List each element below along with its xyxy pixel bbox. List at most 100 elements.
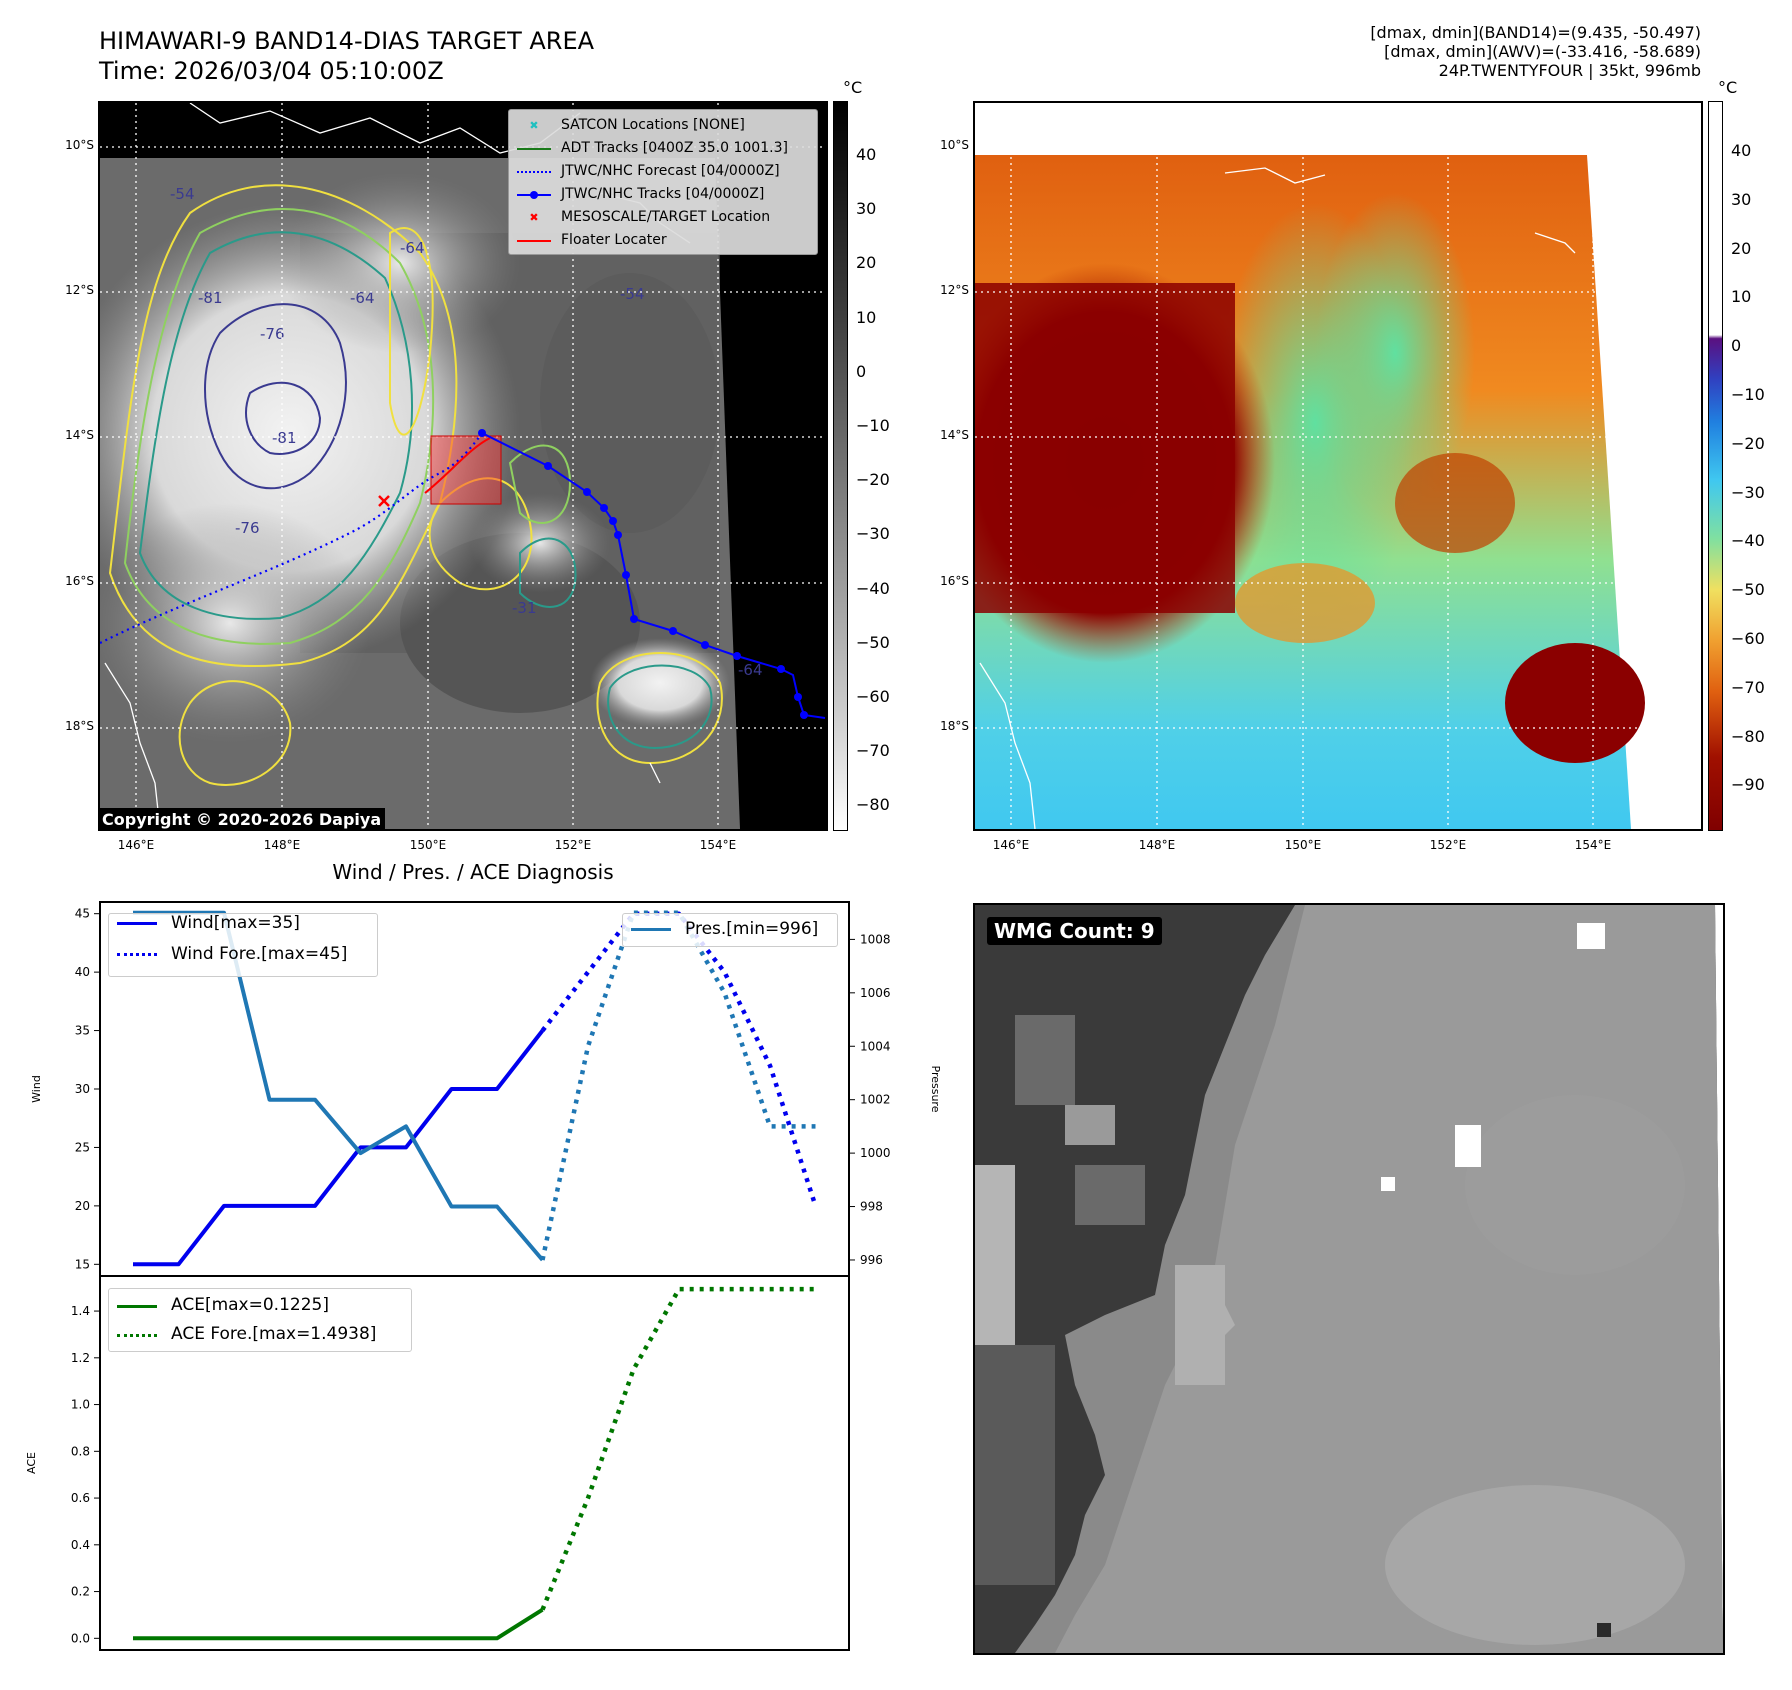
legend-wind: Wind[max=35] bbox=[171, 913, 300, 933]
pressure-tick-label: 1006 bbox=[860, 986, 891, 1000]
ace-tick-label: 1.2 bbox=[71, 1351, 90, 1365]
lat-tick-label: 16°S bbox=[65, 574, 94, 588]
colorbar-tick-label: −80 bbox=[1731, 726, 1765, 746]
colorbar-tick-label: 40 bbox=[1731, 141, 1752, 160]
best-track-line bbox=[481, 432, 826, 719]
colorbar-tick-label: 10 bbox=[856, 307, 877, 327]
pressure-tick-label: 1000 bbox=[860, 1146, 891, 1160]
title-line-2: Time: 2026/03/04 05:10:00Z bbox=[99, 57, 444, 85]
colorbar-tick-label: 0 bbox=[856, 361, 867, 381]
colorbar-tick-label: 30 bbox=[1731, 189, 1752, 209]
dry-air-southeast bbox=[1505, 643, 1645, 763]
colorbar-tick-label: −30 bbox=[856, 524, 890, 544]
wind-tick-label: 30 bbox=[75, 1082, 90, 1096]
ace-tick-label: 0.4 bbox=[71, 1538, 90, 1552]
wind-tick-label: 45 bbox=[75, 907, 90, 921]
ir-map-svg: -54 -64 -76 -81 -76 -54 -64 -31 -64 -81 bbox=[100, 103, 826, 829]
lon-tick-label: 154°E bbox=[1574, 838, 1612, 852]
awv-coastlines bbox=[979, 167, 1576, 829]
wind-legend: Wind[max=35] Wind Fore.[max=45] bbox=[108, 913, 378, 977]
best-track-points bbox=[478, 429, 808, 719]
wmg-svg bbox=[975, 905, 1723, 1653]
solid-line-icon bbox=[117, 922, 157, 925]
solid-line-icon bbox=[517, 148, 551, 150]
stats-block: [dmax, dmin](BAND14)=(9.435, -50.497) [d… bbox=[1370, 23, 1701, 80]
map-legend-item: Floater Locater bbox=[509, 231, 817, 253]
map-legend-item: JTWC/NHC Forecast [04/0000Z] bbox=[509, 162, 817, 184]
map-legend-item: ✖ SATCON Locations [NONE] bbox=[509, 116, 817, 138]
lat-tick-label: 14°S bbox=[940, 428, 969, 442]
colorbar-tick-label: 10 bbox=[1731, 287, 1752, 307]
ace-axes-frame bbox=[99, 1275, 850, 1651]
lat-tick-label: 14°S bbox=[65, 428, 94, 442]
target-area-box bbox=[430, 435, 502, 505]
colorbar-tick-label: −10 bbox=[1731, 385, 1765, 404]
contour-label: -64 bbox=[400, 239, 425, 257]
awv-map-svg bbox=[975, 103, 1701, 829]
colorbar-tick-label: −40 bbox=[856, 578, 890, 598]
wind-tick-label: 35 bbox=[75, 1024, 90, 1038]
bw-colorbar-unit: °C bbox=[843, 78, 863, 97]
wind-tick-label: 40 bbox=[75, 965, 90, 979]
diag-title: Wind / Pres. / ACE Diagnosis bbox=[332, 860, 614, 884]
ir-map-panel: -54 -64 -76 -81 -76 -54 -64 -31 -64 -81 bbox=[98, 101, 828, 831]
ir-contours bbox=[108, 184, 723, 786]
ace-tick-label: 1.0 bbox=[71, 1398, 90, 1412]
copyright-label: Copyright © 2020-2026 Dapiya bbox=[100, 808, 386, 829]
map-legend-label: SATCON Locations [NONE] bbox=[561, 117, 745, 133]
solid-line-icon bbox=[517, 240, 551, 242]
stat-band14: [dmax, dmin](BAND14)=(9.435, -50.497) bbox=[1370, 23, 1701, 42]
pressure-tick-label: 1008 bbox=[860, 932, 891, 946]
ace-legend: ACE[max=0.1225] ACE Fore.[max=1.4938] bbox=[108, 1288, 412, 1352]
wmg-white-pixel bbox=[1577, 923, 1605, 949]
awv-colorbar bbox=[1708, 101, 1723, 831]
ace-tick-label: 0.2 bbox=[71, 1585, 90, 1599]
map-legend-label: Floater Locater bbox=[561, 232, 667, 248]
colorbar-tick-label: 30 bbox=[856, 199, 877, 219]
colorbar-tick-label: −30 bbox=[1731, 482, 1765, 502]
legend-ace-forecast: ACE Fore.[max=1.4938] bbox=[171, 1324, 377, 1344]
x-marker-icon: ✖ bbox=[529, 119, 539, 132]
contour-label: -81 bbox=[198, 289, 223, 307]
map-legend-label: JTWC/NHC Forecast [04/0000Z] bbox=[561, 163, 780, 179]
title-line-1: HIMAWARI-9 BAND14-DIAS TARGET AREA bbox=[99, 27, 595, 55]
page-title: HIMAWARI-9 BAND14-DIAS TARGET AREA Time:… bbox=[99, 26, 594, 86]
series-line-2 bbox=[133, 910, 545, 1262]
colorbar-tick-label: −60 bbox=[856, 687, 890, 706]
colorbar-tick-label: −50 bbox=[1731, 580, 1765, 600]
map-legend: ✖ SATCON Locations [NONE] ADT Tracks [0400… bbox=[508, 109, 818, 255]
awv-map-panel bbox=[973, 101, 1703, 831]
dotted-line-icon bbox=[517, 171, 551, 173]
solid-line-icon bbox=[117, 1305, 157, 1308]
bw-colorbar bbox=[833, 101, 848, 831]
contour-label: -54 bbox=[170, 185, 195, 203]
pressure-tick-label: 1002 bbox=[860, 1093, 891, 1107]
colorbar-tick-label: 0 bbox=[1731, 336, 1742, 356]
lon-tick-label: 148°E bbox=[1138, 838, 1176, 852]
series-line-0 bbox=[133, 1608, 544, 1641]
lat-tick-label: 12°S bbox=[65, 283, 94, 297]
legend-wind-forecast: Wind Fore.[max=45] bbox=[171, 944, 348, 964]
map-legend-label: JTWC/NHC Tracks [04/0000Z] bbox=[561, 186, 765, 202]
map-legend-item: JTWC/NHC Tracks [04/0000Z] bbox=[509, 185, 817, 207]
ace-ylabel: ACE bbox=[25, 1452, 38, 1474]
floater-locater bbox=[424, 437, 491, 494]
legend-pressure: Pres.[min=996] bbox=[685, 919, 819, 939]
ace-tick-label: 0.8 bbox=[71, 1444, 90, 1458]
dotted-line-icon bbox=[117, 1334, 157, 1337]
lon-tick-label: 150°E bbox=[1284, 838, 1322, 852]
lon-tick-label: 150°E bbox=[409, 838, 447, 852]
wmg-count-label: WMG Count: 9 bbox=[987, 917, 1162, 945]
pressure-legend: Pres.[min=996] bbox=[622, 913, 838, 947]
colorbar-tick-label: 20 bbox=[1731, 238, 1752, 258]
map-legend-label: ADT Tracks [0400Z 35.0 1001.3] bbox=[561, 140, 788, 156]
contour-label: -81 bbox=[272, 429, 297, 447]
colorbar-tick-label: −20 bbox=[856, 470, 890, 490]
lat-tick-label: 18°S bbox=[940, 719, 969, 733]
colorbar-tick-label: −60 bbox=[1731, 629, 1765, 648]
ace-tick-label: 1.4 bbox=[71, 1304, 90, 1318]
solid-line-icon bbox=[631, 928, 671, 931]
lon-tick-label: 154°E bbox=[699, 838, 737, 852]
ace-tick-label: 0.0 bbox=[71, 1631, 90, 1645]
lon-tick-label: 152°E bbox=[554, 838, 592, 852]
